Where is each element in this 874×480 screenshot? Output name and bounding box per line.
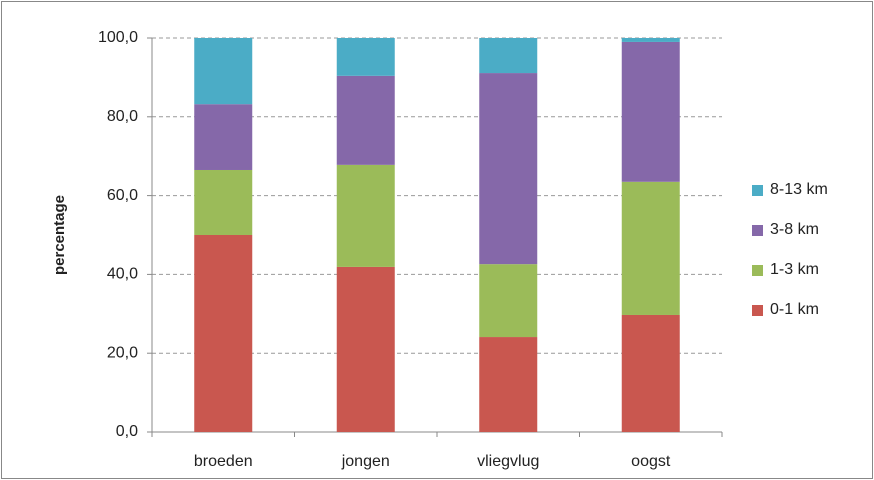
legend-swatch <box>752 185 763 196</box>
bar-segment <box>336 38 395 76</box>
legend-label: 0-1 km <box>770 301 819 318</box>
bar-segment <box>336 266 395 432</box>
bar-segment <box>336 75 395 165</box>
bar-segment <box>194 169 253 235</box>
x-tick-label: oogst <box>631 453 671 470</box>
bar-segment <box>479 38 538 74</box>
legend-swatch <box>752 265 763 276</box>
bar-segment <box>479 264 538 338</box>
legend-swatch <box>752 225 763 236</box>
y-axis-label: percentage <box>51 195 68 275</box>
bar-segment <box>194 104 253 170</box>
y-tick-label: 40,0 <box>107 266 138 283</box>
x-tick-label: jongen <box>341 453 390 470</box>
y-tick-label: 0,0 <box>116 423 138 440</box>
y-tick-label: 100,0 <box>98 29 138 46</box>
legend-swatch <box>752 305 763 316</box>
bar-segment <box>336 164 395 267</box>
x-tick-label: broeden <box>194 453 253 470</box>
bar-segment <box>621 38 680 42</box>
x-tick-label: vliegvlug <box>477 453 539 470</box>
bar-segment <box>194 38 253 105</box>
bar-segment <box>479 73 538 265</box>
legend-label: 1-3 km <box>770 261 819 278</box>
bar-segment <box>194 235 253 432</box>
bar-segment <box>621 181 680 315</box>
y-tick-label: 80,0 <box>107 108 138 125</box>
bar-segment <box>621 314 680 432</box>
legend-label: 8-13 km <box>770 181 828 198</box>
y-tick-label: 60,0 <box>107 187 138 204</box>
y-tick-label: 20,0 <box>107 344 138 361</box>
legend-label: 3-8 km <box>770 221 819 238</box>
bar-segment <box>621 41 680 182</box>
bar-segment <box>479 337 538 432</box>
